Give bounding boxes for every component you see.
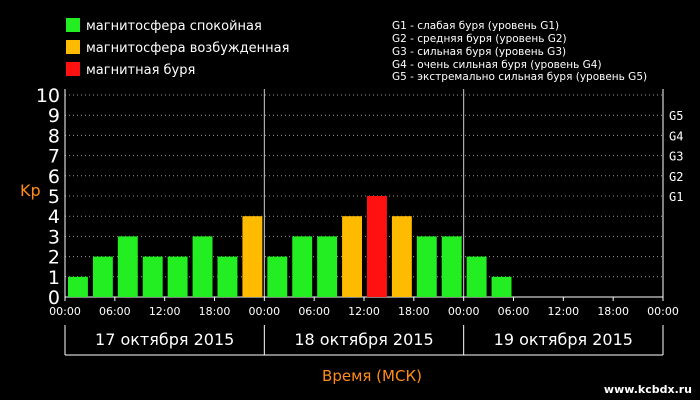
y-tick-label: 7 [48,146,60,168]
day-label: 19 октября 2015 [494,330,633,349]
legend: магнитосфера спокойная магнитосфера возб… [66,18,289,78]
y-tick-label: 5 [48,186,60,208]
time-ticks: 00:00 06:00 12:00 18:00 00:00 06:00 12:00 18:00… [49,297,679,318]
legend-label-storm: магнитная буря [86,63,195,78]
day-label: 18 октября 2015 [294,330,433,349]
kp-bar [267,256,288,297]
y-tick-label: 0 [48,287,60,309]
time-tick-label: 00:00 [49,305,81,318]
storm-scale-g3: G3 - сильная буря (уровень G3) [392,46,566,58]
time-tick-label: 00:00 [647,305,679,318]
time-tick-label: 06:00 [498,305,530,318]
g-level-label: G2 [669,170,683,184]
x-axis-label: Время (МСК) [322,367,422,385]
y-axis-label: Kp [20,181,41,200]
legend-swatch-storm [66,62,80,76]
kp-bar [242,216,263,297]
kp-bar [416,236,437,297]
legend-swatch-quiet [66,18,80,32]
time-tick-label: 12:00 [348,305,380,318]
kp-bar [317,236,338,297]
kp-bar [466,256,487,297]
storm-scale: G1 - слабая буря (уровень G1) G2 - средн… [392,20,647,83]
y-tick-label: 6 [48,166,60,188]
y-tick-label: 9 [48,105,60,127]
watermark: www.kcbdx.ru [604,383,692,396]
kp-bar [441,236,462,297]
kp-bar [92,256,113,297]
g-level-label: G1 [669,190,683,204]
time-tick-label: 18:00 [597,305,629,318]
time-tick-label: 12:00 [547,305,579,318]
g-level-ticks: G1 G2 G3 G4 G5 [669,109,683,204]
time-tick-label: 00:00 [448,305,480,318]
day-label: 17 октября 2015 [95,330,234,349]
kp-bar [117,236,138,297]
y-tick-label: 1 [48,267,60,289]
storm-scale-g4: G4 - очень сильная буря (уровень G4) [392,59,602,71]
time-tick-label: 00:00 [248,305,280,318]
kp-bar [391,216,412,297]
y-tick-label: 4 [48,206,60,228]
storm-scale-g1: G1 - слабая буря (уровень G1) [392,20,559,32]
kp-bar [217,256,238,297]
y-tick-label: 2 [48,247,60,269]
time-tick-label: 18:00 [398,305,430,318]
g-level-label: G4 [669,129,683,143]
day-labels: 17 октября 2015 18 октября 2015 19 октября… [64,325,664,356]
legend-label-quiet: магнитосфера спокойная [86,19,262,34]
storm-scale-g2: G2 - средняя буря (уровень G2) [392,33,567,45]
kp-bar [292,236,313,297]
kp-bar [491,276,512,297]
y-tick-label: 3 [48,226,60,248]
kp-bar [367,196,387,297]
kp-bar [167,256,188,297]
legend-label-active: магнитосфера возбужденная [86,41,289,56]
g-level-label: G5 [669,109,683,123]
time-tick-label: 06:00 [298,305,330,318]
time-tick-label: 12:00 [149,305,181,318]
bars [68,196,512,297]
kp-bar [68,276,88,297]
time-tick-label: 18:00 [199,305,231,318]
kp-bar [142,256,163,297]
legend-swatch-active [66,40,80,54]
g-level-label: G3 [669,150,683,164]
time-tick-label: 06:00 [99,305,131,318]
kp-bar [192,236,213,297]
y-tick-label: 10 [36,85,60,107]
y-tick-label: 8 [48,125,60,147]
storm-scale-g5: G5 - экстремально сильная буря (уровень … [392,71,647,83]
kp-bar [342,216,362,297]
